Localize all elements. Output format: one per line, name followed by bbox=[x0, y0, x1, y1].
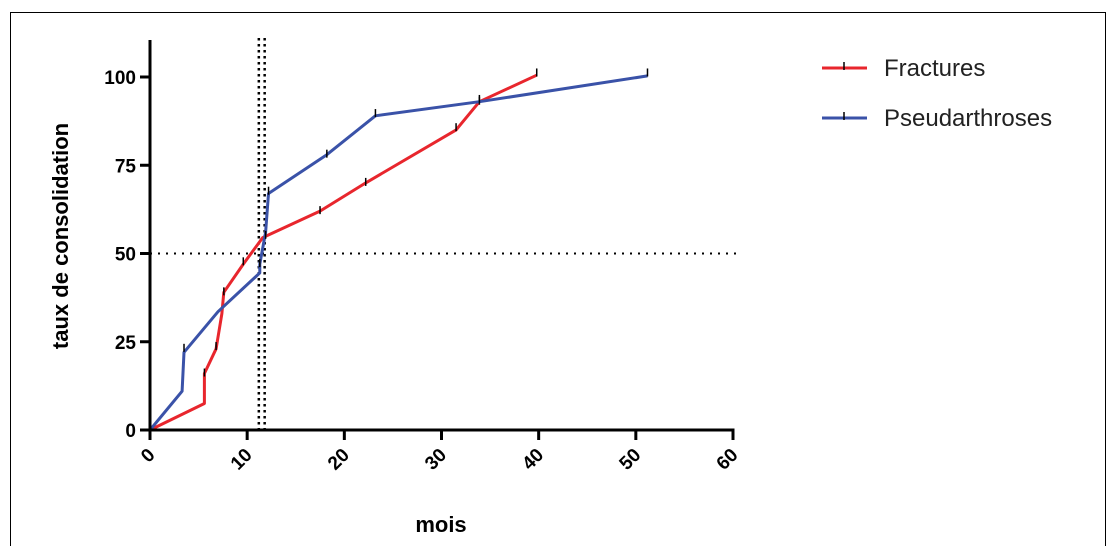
x-ticks: 0 10 20 30 40 50 60 bbox=[137, 430, 743, 475]
x-axis-title: mois bbox=[415, 512, 466, 537]
y-tick-label-75: 75 bbox=[115, 156, 137, 177]
series-layer bbox=[148, 68, 649, 432]
legend-label-fractures: Fractures bbox=[884, 55, 985, 82]
legend-label-pseudarthroses: Pseudarthroses bbox=[884, 105, 1052, 132]
y-ticks: 0 25 50 75 100 bbox=[104, 68, 150, 442]
legend-item-pseudarthroses[interactable]: Pseudarthroses bbox=[822, 105, 1052, 132]
x-tick-label-50: 50 bbox=[616, 445, 646, 475]
legend: Fractures Pseudarthroses bbox=[822, 55, 1052, 132]
y-tick-label-100: 100 bbox=[104, 68, 136, 89]
x-tick-label-0: 0 bbox=[137, 445, 159, 467]
x-tick-label-10: 10 bbox=[227, 445, 257, 475]
x-tick-label-40: 40 bbox=[518, 445, 548, 475]
y-tick-label-25: 25 bbox=[115, 333, 137, 354]
x-tick-label-20: 20 bbox=[324, 445, 354, 475]
x-tick-label-60: 60 bbox=[713, 445, 743, 475]
y-tick-label-50: 50 bbox=[115, 245, 136, 266]
chart-frame bbox=[10, 12, 1106, 546]
x-tick-label-30: 30 bbox=[421, 445, 451, 475]
legend-item-fractures[interactable]: Fractures bbox=[822, 55, 985, 82]
y-axis-title: taux de consolidation bbox=[48, 123, 73, 349]
reference-lines bbox=[150, 38, 736, 430]
axes bbox=[148, 40, 735, 432]
y-tick-label-0: 0 bbox=[125, 421, 136, 442]
series-line-pseudarthroses bbox=[148, 74, 648, 431]
